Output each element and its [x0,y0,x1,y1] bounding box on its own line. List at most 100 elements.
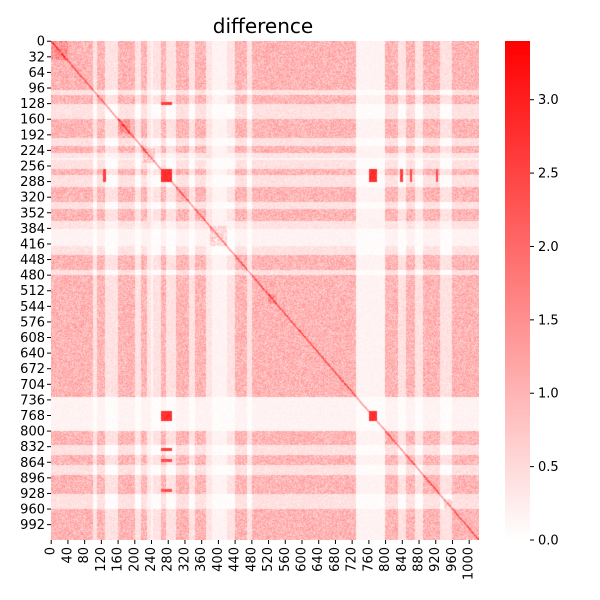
x-tick-label: 200 [127,547,142,572]
y-tick-label: 640 [20,347,45,362]
y-tick: 992 [20,518,51,533]
y-tick: 512 [20,284,51,299]
x-tick: 760 [361,540,376,572]
colorbar-tick: 0.0 [530,534,559,549]
x-tick: 320 [177,540,192,572]
x-tick: 280 [161,540,176,572]
x-tick-label: 520 [261,547,276,572]
x-tick: 520 [261,540,276,572]
x-tick-label: 800 [378,547,393,572]
y-tick: 224 [20,144,51,159]
x-tick-label: 80 [77,547,92,564]
x-tick-label: 1000 [462,547,477,580]
x-tick: 360 [194,540,209,572]
colorbar-tick: 3.0 [530,93,559,108]
x-tick: 440 [228,540,243,572]
colorbar-tick-label: 0.0 [538,534,559,549]
x-tick-label: 640 [311,547,326,572]
x-tick: 600 [294,540,309,572]
y-tick-label: 448 [20,253,45,268]
y-tick: 832 [20,440,51,455]
y-tick: 960 [20,503,51,518]
y-tick-label: 96 [28,82,45,97]
y-tick: 928 [20,487,51,502]
x-tick-label: 600 [294,547,309,572]
y-tick: 96 [28,82,51,97]
y-tick: 608 [20,331,51,346]
y-tick-label: 416 [20,237,45,252]
x-tick-label: 120 [94,547,109,572]
y-tick: 576 [20,315,51,330]
colorbar-tick-label: 2.5 [538,167,559,182]
y-tick-label: 768 [20,409,45,424]
y-tick-label: 672 [20,362,45,377]
x-tick: 400 [211,540,226,572]
colorbar-tick: 2.0 [530,240,559,255]
colorbar-tick-label: 0.5 [538,460,559,475]
y-tick-label: 352 [20,206,45,221]
y-tick: 320 [20,191,51,206]
x-tick-label: 40 [60,547,75,564]
x-tick: 480 [244,540,259,572]
y-tick-label: 0 [37,35,45,50]
y-tick: 32 [28,50,51,65]
x-tick: 720 [345,540,360,572]
x-tick-label: 240 [144,547,159,572]
y-tick: 0 [37,35,51,50]
x-tick: 920 [428,540,443,572]
x-tick-label: 680 [328,547,343,572]
y-tick-label: 224 [20,144,45,159]
y-tick: 640 [20,347,51,362]
colorbar [505,41,530,540]
y-tick-label: 64 [28,66,45,81]
y-axis: 0326496128160192224256288320352384416448… [20,35,51,533]
x-tick: 80 [77,540,92,564]
x-tick-label: 320 [177,547,192,572]
y-tick-label: 736 [20,393,45,408]
chart-title: difference [213,14,313,38]
x-tick: 680 [328,540,343,572]
y-tick-label: 32 [28,50,45,65]
y-tick-label: 800 [20,425,45,440]
y-tick: 288 [20,175,51,190]
y-tick: 544 [20,300,51,315]
y-tick-label: 128 [20,97,45,112]
colorbar-tick: 1.0 [530,387,559,402]
y-tick-label: 512 [20,284,45,299]
x-tick: 160 [111,540,126,572]
y-tick: 128 [20,97,51,112]
y-tick: 672 [20,362,51,377]
x-tick: 0 [44,540,59,555]
colorbar-tick-label: 1.0 [538,387,559,402]
colorbar-tick: 1.5 [530,313,559,328]
y-tick: 352 [20,206,51,221]
y-tick: 256 [20,159,51,174]
x-tick-label: 480 [244,547,259,572]
y-tick: 480 [20,269,51,284]
x-axis: 0 40 80 120 160 200 240 280 320 360 400 440 480 520 56… [44,540,477,580]
x-tick-label: 0 [44,547,59,555]
colorbar-tick: 0.5 [530,460,559,475]
x-tick: 560 [278,540,293,572]
x-tick-label: 360 [194,547,209,572]
y-tick-label: 992 [20,518,45,533]
x-tick: 120 [94,540,109,572]
x-tick-label: 400 [211,547,226,572]
y-tick: 384 [20,222,51,237]
x-tick: 960 [445,540,460,572]
y-tick-label: 832 [20,440,45,455]
y-tick: 864 [20,456,51,471]
y-tick: 800 [20,425,51,440]
y-tick-label: 384 [20,222,45,237]
y-tick-label: 960 [20,503,45,518]
y-tick-label: 704 [20,378,45,393]
x-tick-label: 840 [395,547,410,572]
x-tick-label: 960 [445,547,460,572]
x-tick: 840 [395,540,410,572]
heatmap-plot-area [51,41,479,540]
y-tick-label: 160 [20,113,45,128]
x-tick: 200 [127,540,142,572]
y-tick-label: 608 [20,331,45,346]
x-tick: 880 [412,540,427,572]
